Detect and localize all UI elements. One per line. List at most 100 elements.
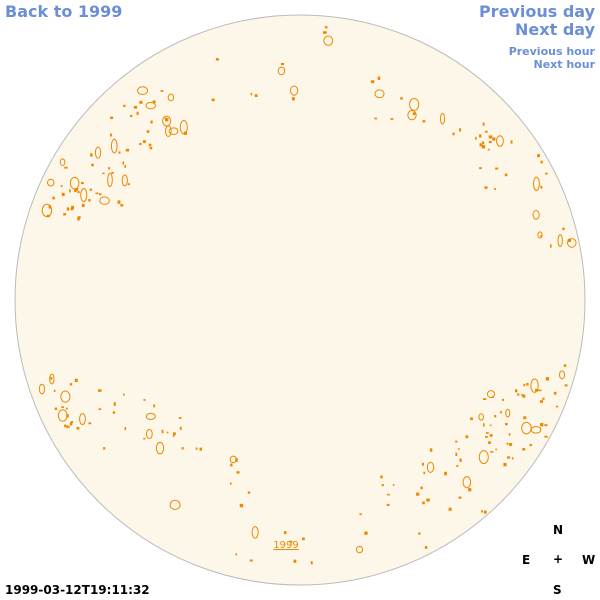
- contour-mark: [533, 176, 540, 191]
- contour-mark: [289, 540, 293, 543]
- contour-mark: [143, 437, 146, 440]
- contour-mark: [324, 26, 328, 29]
- contour-mark: [426, 461, 435, 473]
- year-link[interactable]: 1999: [273, 540, 298, 551]
- contour-mark: [146, 130, 150, 133]
- contour-mark: [172, 435, 175, 437]
- contour-mark: [483, 510, 487, 514]
- contour-mark: [488, 140, 492, 144]
- contour-mark: [421, 462, 424, 466]
- previous-hour-link[interactable]: Previous hour: [508, 45, 595, 58]
- contour-mark: [165, 118, 169, 122]
- next-hour-link[interactable]: Next hour: [533, 58, 596, 71]
- contour-mark: [478, 450, 489, 465]
- contour-mark: [452, 132, 455, 136]
- contour-mark: [251, 526, 259, 539]
- contour-mark: [482, 122, 485, 126]
- contour-mark: [211, 98, 215, 102]
- contour-mark: [64, 166, 68, 169]
- contour-mark: [165, 125, 172, 137]
- contour-mark: [538, 389, 542, 392]
- contour-mark: [563, 364, 567, 367]
- contour-mark: [540, 160, 543, 164]
- contour-mark: [149, 147, 153, 150]
- contour-mark: [494, 415, 497, 418]
- contour-mark: [38, 383, 46, 395]
- contour-mark: [122, 161, 125, 165]
- contour-mark: [98, 389, 102, 392]
- contour-mark: [236, 471, 240, 474]
- contour-mark: [485, 130, 488, 133]
- contour-mark: [407, 110, 417, 121]
- contour-mark: [475, 136, 477, 140]
- contour-mark: [506, 442, 509, 445]
- contour-mark: [169, 499, 181, 511]
- contour-mark: [199, 447, 203, 451]
- contour-mark: [544, 172, 548, 175]
- contour-mark: [48, 205, 52, 209]
- contour-mark: [370, 80, 375, 84]
- contour-mark: [70, 208, 74, 211]
- contour-mark: [178, 417, 182, 419]
- contour-mark: [136, 111, 139, 116]
- contour-mark: [470, 417, 473, 421]
- contour-mark: [145, 101, 156, 110]
- contour-mark: [504, 422, 508, 426]
- contour-mark: [183, 131, 188, 135]
- contour-mark: [247, 491, 251, 494]
- contour-mark: [290, 85, 299, 96]
- contour-mark: [515, 389, 518, 393]
- contour-mark: [150, 120, 153, 124]
- contour-mark: [76, 426, 80, 430]
- contour-mark: [400, 97, 403, 100]
- contour-mark: [121, 174, 128, 187]
- contour-mark: [155, 441, 165, 455]
- contour-mark: [458, 496, 462, 499]
- contour-mark: [540, 185, 543, 189]
- contour-mark: [95, 192, 99, 195]
- contour-mark: [535, 388, 539, 392]
- contour-mark: [76, 187, 79, 191]
- back-to-year-link[interactable]: Back to 1999: [5, 2, 123, 21]
- contour-mark: [484, 436, 488, 438]
- contour-mark: [495, 167, 499, 170]
- contour-mark: [98, 408, 102, 410]
- contour-mark: [355, 545, 364, 554]
- contour-mark: [539, 400, 544, 403]
- contour-mark: [64, 424, 67, 428]
- contour-mark: [499, 411, 502, 414]
- contour-mark: [133, 105, 138, 109]
- contour-mark: [429, 448, 433, 452]
- contour-mark: [455, 452, 458, 457]
- contour-mark: [88, 198, 91, 202]
- contour-mark: [532, 209, 540, 220]
- contour-mark: [302, 537, 305, 541]
- contour-mark: [559, 370, 566, 380]
- contour-mark: [494, 188, 496, 190]
- previous-day-link[interactable]: Previous day: [478, 2, 595, 21]
- contour-mark: [124, 426, 127, 431]
- contour-mark: [564, 384, 568, 387]
- contour-mark: [57, 409, 68, 422]
- contour-mark: [479, 167, 482, 170]
- contour-mark: [505, 408, 511, 418]
- contour-mark: [54, 407, 58, 410]
- contour-mark: [485, 432, 489, 434]
- contour-mark: [422, 120, 426, 123]
- contour-mark: [492, 395, 494, 398]
- contour-mark: [424, 546, 428, 549]
- contour-mark: [145, 412, 156, 420]
- contour-mark: [215, 58, 219, 61]
- contour-mark: [310, 561, 313, 565]
- contour-mark: [468, 488, 472, 492]
- contour-mark: [478, 413, 484, 421]
- contour-mark: [280, 62, 285, 66]
- contour-mark: [65, 407, 68, 410]
- compass-east: E: [522, 553, 531, 567]
- contour-mark: [77, 217, 80, 221]
- next-day-link[interactable]: Next day: [515, 20, 595, 39]
- contour-mark: [459, 128, 462, 132]
- contour-mark: [130, 114, 133, 118]
- contour-mark: [495, 448, 497, 451]
